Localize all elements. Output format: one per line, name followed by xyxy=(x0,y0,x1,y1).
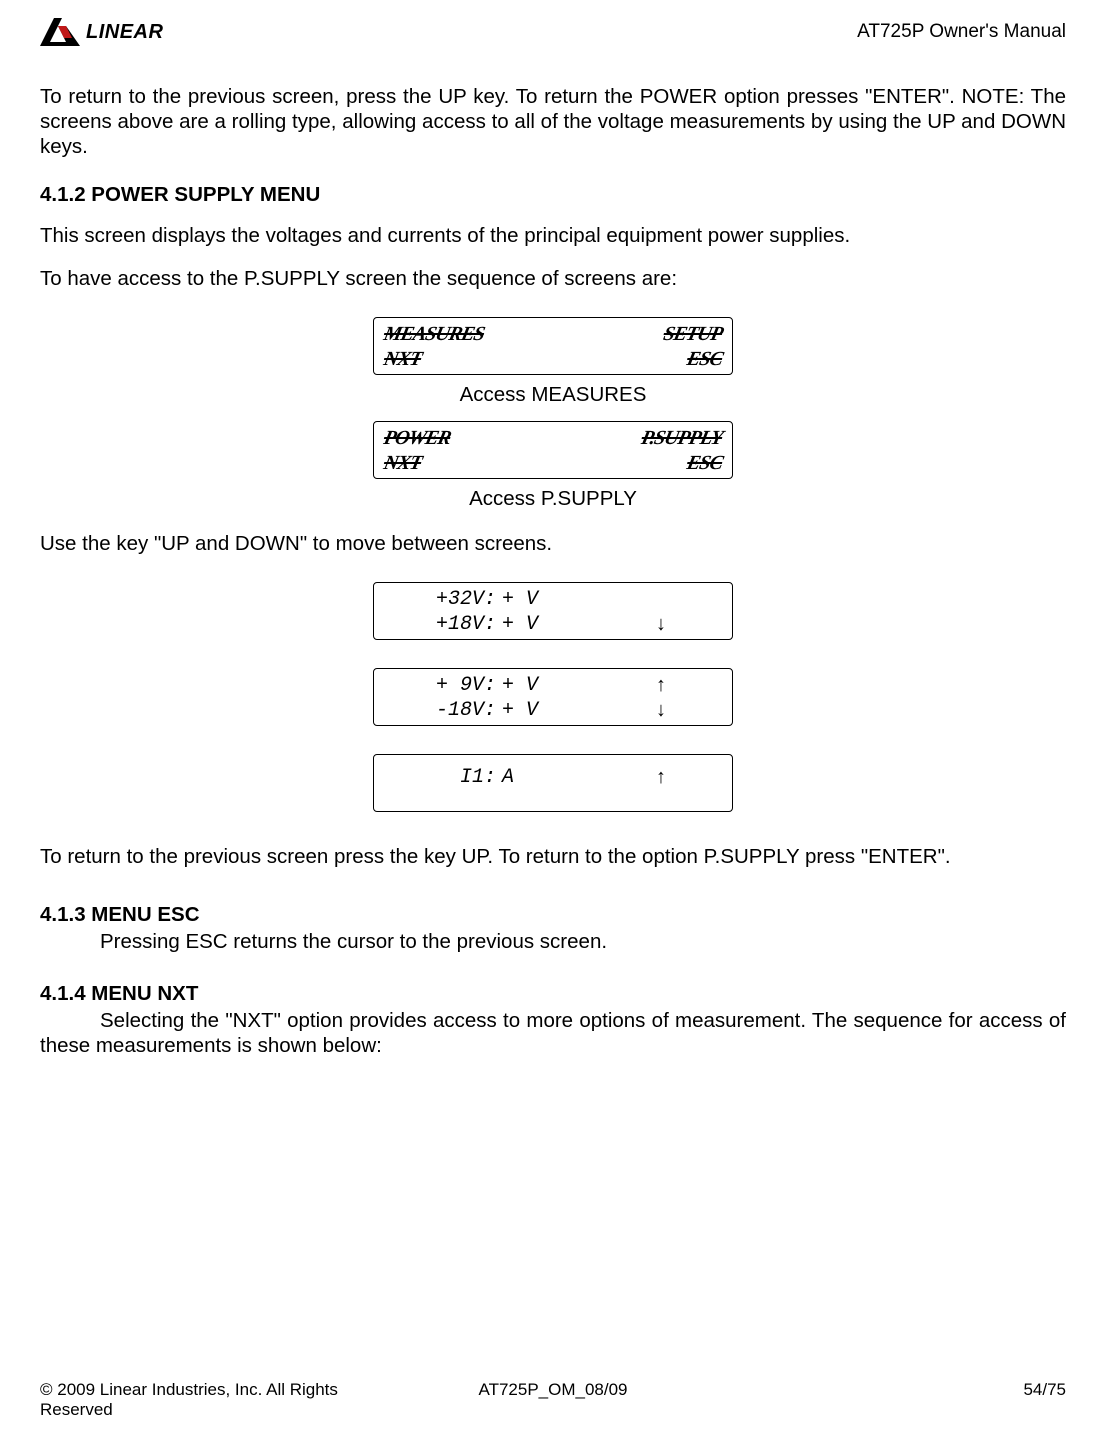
section-heading-413: 4.1.3 MENU ESC xyxy=(40,903,1066,927)
paragraph: To return to the previous screen, press … xyxy=(40,84,1066,159)
lcd-screen-measures-setup: MEASURES SETUP NXT ESC xyxy=(373,317,733,375)
footer-page-num: 54/75 xyxy=(724,1380,1066,1420)
lcd-text: MEASURES xyxy=(382,323,487,346)
lcd-label: + 9V: xyxy=(396,674,496,697)
section-heading-414: 4.1.4 MENU NXT xyxy=(40,982,1066,1006)
page-header: LINEAR AT725P Owner's Manual xyxy=(40,18,1066,46)
lcd-text: SETUP xyxy=(661,323,724,346)
lcd-value: + V xyxy=(496,588,636,611)
lcd-label: -18V: xyxy=(396,699,496,722)
arrow-up-icon: ↑ xyxy=(636,674,666,697)
lcd-text: POWER xyxy=(382,427,453,450)
lcd-caption: Access P.SUPPLY xyxy=(469,487,637,511)
page: LINEAR AT725P Owner's Manual To return t… xyxy=(0,0,1106,1430)
lcd-text: ESC xyxy=(685,348,725,371)
lcd-label: I1: xyxy=(396,766,496,789)
footer-doc-code: AT725P_OM_08/09 xyxy=(382,1380,724,1420)
page-footer: © 2009 Linear Industries, Inc. All Right… xyxy=(40,1360,1066,1420)
lcd-screen-current: I1: A ↑ xyxy=(373,754,733,812)
doc-title: AT725P Owner's Manual xyxy=(857,21,1066,43)
arrow-up-icon: ↑ xyxy=(636,766,666,789)
lcd-text: P.SUPPLY xyxy=(639,427,724,450)
lcd-screen-voltages-1: +32V: + V +18V: + V ↓ xyxy=(373,582,733,640)
arrow-down-icon: ↓ xyxy=(636,613,666,636)
paragraph: Pressing ESC returns the cursor to the p… xyxy=(40,929,1066,954)
lcd-value: + V xyxy=(496,674,636,697)
paragraph: This screen displays the voltages and cu… xyxy=(40,223,1066,248)
lcd-text: ESC xyxy=(685,452,725,475)
lcd-group: MEASURES SETUP NXT ESC Access MEASURES P… xyxy=(40,317,1066,525)
brand-logo: LINEAR xyxy=(40,18,163,46)
lcd-label: +32V: xyxy=(396,588,496,611)
paragraph: Use the key "UP and DOWN" to move betwee… xyxy=(40,531,1066,556)
lcd-caption: Access MEASURES xyxy=(460,383,647,407)
section-heading-412: 4.1.2 POWER SUPPLY MENU xyxy=(40,183,1066,207)
paragraph: Selecting the "NXT" option provides acce… xyxy=(40,1008,1066,1058)
lcd-screen-power-psupply: POWER P.SUPPLY NXT ESC xyxy=(373,421,733,479)
linear-logo-icon xyxy=(40,18,80,46)
arrow-down-icon: ↓ xyxy=(636,699,666,722)
lcd-screen-voltages-2: + 9V: + V ↑ -18V: + V ↓ xyxy=(373,668,733,726)
lcd-value: A xyxy=(496,766,636,789)
lcd-label: +18V: xyxy=(396,613,496,636)
footer-copyright: © 2009 Linear Industries, Inc. All Right… xyxy=(40,1380,382,1420)
lcd-text: NXT xyxy=(382,452,424,475)
brand-logo-text: LINEAR xyxy=(86,21,163,44)
lcd-value: + V xyxy=(496,699,636,722)
paragraph: To have access to the P.SUPPLY screen th… xyxy=(40,266,1066,291)
paragraph: To return to the previous screen press t… xyxy=(40,844,1066,869)
lcd-value: + V xyxy=(496,613,636,636)
lcd-mono-group: +32V: + V +18V: + V ↓ + 9V: + V ↑ -18V: … xyxy=(40,582,1066,812)
lcd-text: NXT xyxy=(382,348,424,371)
